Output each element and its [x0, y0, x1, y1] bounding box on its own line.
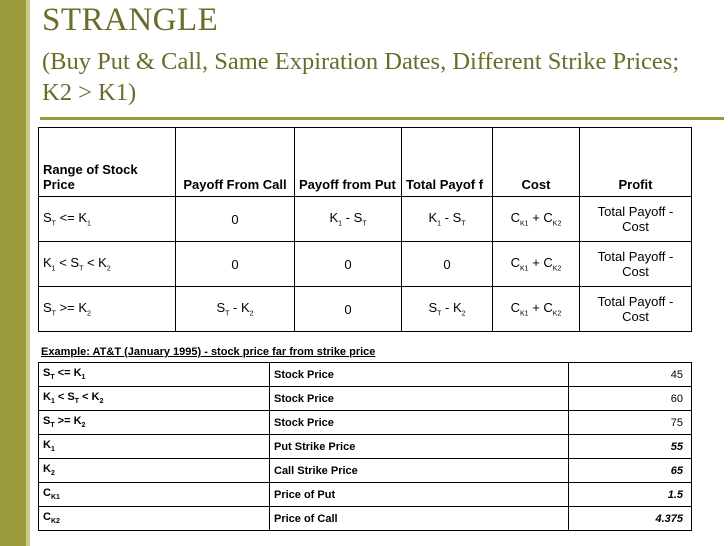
example-label: ST <= K1 [38, 362, 270, 387]
example-name: Price of Call [269, 506, 569, 531]
cost-cell: CK1 + CK2 [492, 241, 580, 287]
example-label: CK2 [38, 506, 270, 531]
example-value: 65 [568, 458, 692, 483]
put-payoff-cell: 0 [294, 286, 402, 332]
example-label: ST >= K2 [38, 410, 270, 435]
put-payoff-cell: K1 - ST [294, 196, 402, 242]
page-title: STRANGLE [42, 2, 219, 38]
example-row: CK1 Price of Put 1.5 [38, 482, 692, 507]
range-cell: ST >= K2 [38, 286, 176, 332]
example-caption: Example: AT&T (January 1995) - stock pri… [41, 346, 376, 358]
example-row: CK2 Price of Call 4.375 [38, 506, 692, 531]
example-row: K1 Put Strike Price 55 [38, 434, 692, 459]
call-payoff-cell: 0 [175, 196, 295, 242]
header-payoff-call: Payoff From Call [175, 127, 295, 197]
payoff-header-row: Range of Stock Price Payoff From Call Pa… [38, 127, 692, 197]
profit-cell: Total Payoff - Cost [579, 241, 692, 287]
example-value: 60 [568, 386, 692, 411]
example-name: Stock Price [269, 362, 569, 387]
example-name: Price of Put [269, 482, 569, 507]
range-cell: K1 < ST < K2 [38, 241, 176, 287]
example-label: CK1 [38, 482, 270, 507]
call-payoff-cell: 0 [175, 241, 295, 287]
example-value: 1.5 [568, 482, 692, 507]
range-cell: ST <= K1 [38, 196, 176, 242]
sidebar-bar [0, 0, 26, 546]
total-payoff-cell: ST - K2 [401, 286, 493, 332]
example-name: Stock Price [269, 410, 569, 435]
header-cost: Cost [492, 127, 580, 197]
sidebar-shade [26, 0, 30, 546]
example-row: K1 < ST < K2 Stock Price 60 [38, 386, 692, 411]
example-label: K1 [38, 434, 270, 459]
example-value: 55 [568, 434, 692, 459]
example-name: Put Strike Price [269, 434, 569, 459]
header-payoff-put: Payoff from Put [294, 127, 402, 197]
payoff-row-3: ST >= K2 ST - K2 0 ST - K2 CK1 + CK2 Tot… [38, 286, 692, 332]
example-name: Stock Price [269, 386, 569, 411]
cost-cell: CK1 + CK2 [492, 286, 580, 332]
example-label: K1 < ST < K2 [38, 386, 270, 411]
example-label: K2 [38, 458, 270, 483]
header-total-payoff: Total Payof f [401, 127, 493, 197]
total-payoff-cell: K1 - ST [401, 196, 493, 242]
example-row: ST <= K1 Stock Price 45 [38, 362, 692, 387]
example-row: K2 Call Strike Price 65 [38, 458, 692, 483]
example-row: ST >= K2 Stock Price 75 [38, 410, 692, 435]
profit-cell: Total Payoff - Cost [579, 286, 692, 332]
payoff-row-2: K1 < ST < K2 0 0 0 CK1 + CK2 Total Payof… [38, 241, 692, 287]
example-value: 45 [568, 362, 692, 387]
put-payoff-cell: 0 [294, 241, 402, 287]
payoff-row-1: ST <= K1 0 K1 - ST K1 - ST CK1 + CK2 Tot… [38, 196, 692, 242]
example-table: ST <= K1 Stock Price 45 K1 < ST < K2 Sto… [38, 362, 692, 531]
header-profit: Profit [579, 127, 692, 197]
page-subtitle: (Buy Put & Call, Same Expiration Dates, … [42, 48, 680, 106]
total-payoff-cell: 0 [401, 241, 493, 287]
payoff-table: Range of Stock Price Payoff From Call Pa… [38, 127, 692, 332]
example-name: Call Strike Price [269, 458, 569, 483]
cost-cell: CK1 + CK2 [492, 196, 580, 242]
example-value: 4.375 [568, 506, 692, 531]
example-value: 75 [568, 410, 692, 435]
profit-cell: Total Payoff - Cost [579, 196, 692, 242]
call-payoff-cell: ST - K2 [175, 286, 295, 332]
header-range: Range of Stock Price [38, 127, 176, 197]
title-rule [40, 117, 724, 120]
